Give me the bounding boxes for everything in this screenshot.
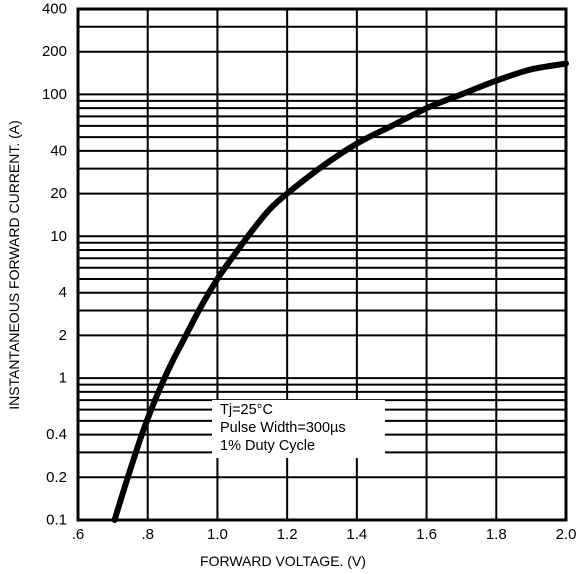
- plot-frame: [76, 7, 568, 522]
- annotation-junction-temp: Tj=25°C: [220, 402, 273, 418]
- y-tick-label: 1: [59, 370, 67, 387]
- y-axis-label: INSTANTANEOUS FORWARD CURRENT. (A): [6, 120, 22, 410]
- annotation-background: [212, 400, 385, 458]
- y-tick-labels: 0.1 0.2 0.4 1 2 4 10 20 40 100 200 400: [42, 1, 67, 529]
- y-tick-label: 0.1: [46, 512, 67, 529]
- y-tick-label: 40: [50, 142, 67, 159]
- x-tick-labels: .6 .8 1.0 1.2 1.4 1.6 1.8 2.0: [72, 526, 577, 543]
- annotation-duty-cycle: 1% Duty Cycle: [220, 438, 315, 454]
- y-tick-label: 0.2: [46, 469, 67, 486]
- x-tick-label: 1.4: [346, 526, 367, 543]
- y-tick-label: 100: [42, 86, 67, 103]
- y-tick-label: 0.4: [46, 426, 67, 443]
- forward-current-curve: [111, 60, 569, 523]
- x-tick-label: .8: [141, 526, 154, 543]
- x-tick-label: 1.2: [277, 526, 298, 543]
- y-tick-label: 4: [59, 284, 67, 301]
- y-tick-label: 20: [50, 185, 67, 202]
- y-tick-label: 10: [50, 228, 67, 245]
- x-axis-label: FORWARD VOLTAGE. (V): [200, 553, 366, 569]
- x-tick-label: .6: [72, 526, 85, 543]
- curve-layer: [111, 60, 569, 523]
- annotation-box: Tj=25°C Pulse Width=300µs 1% Duty Cycle: [212, 400, 385, 458]
- y-tick-label: 400: [42, 1, 67, 18]
- x-tick-label: 1.6: [416, 526, 437, 543]
- y-tick-label: 200: [42, 43, 67, 60]
- x-tick-label: 1.0: [207, 526, 228, 543]
- y-tick-label: 2: [59, 327, 67, 344]
- x-tick-label: 1.8: [486, 526, 507, 543]
- annotation-pulse-width: Pulse Width=300µs: [220, 420, 346, 436]
- x-tick-label: 2.0: [556, 526, 577, 543]
